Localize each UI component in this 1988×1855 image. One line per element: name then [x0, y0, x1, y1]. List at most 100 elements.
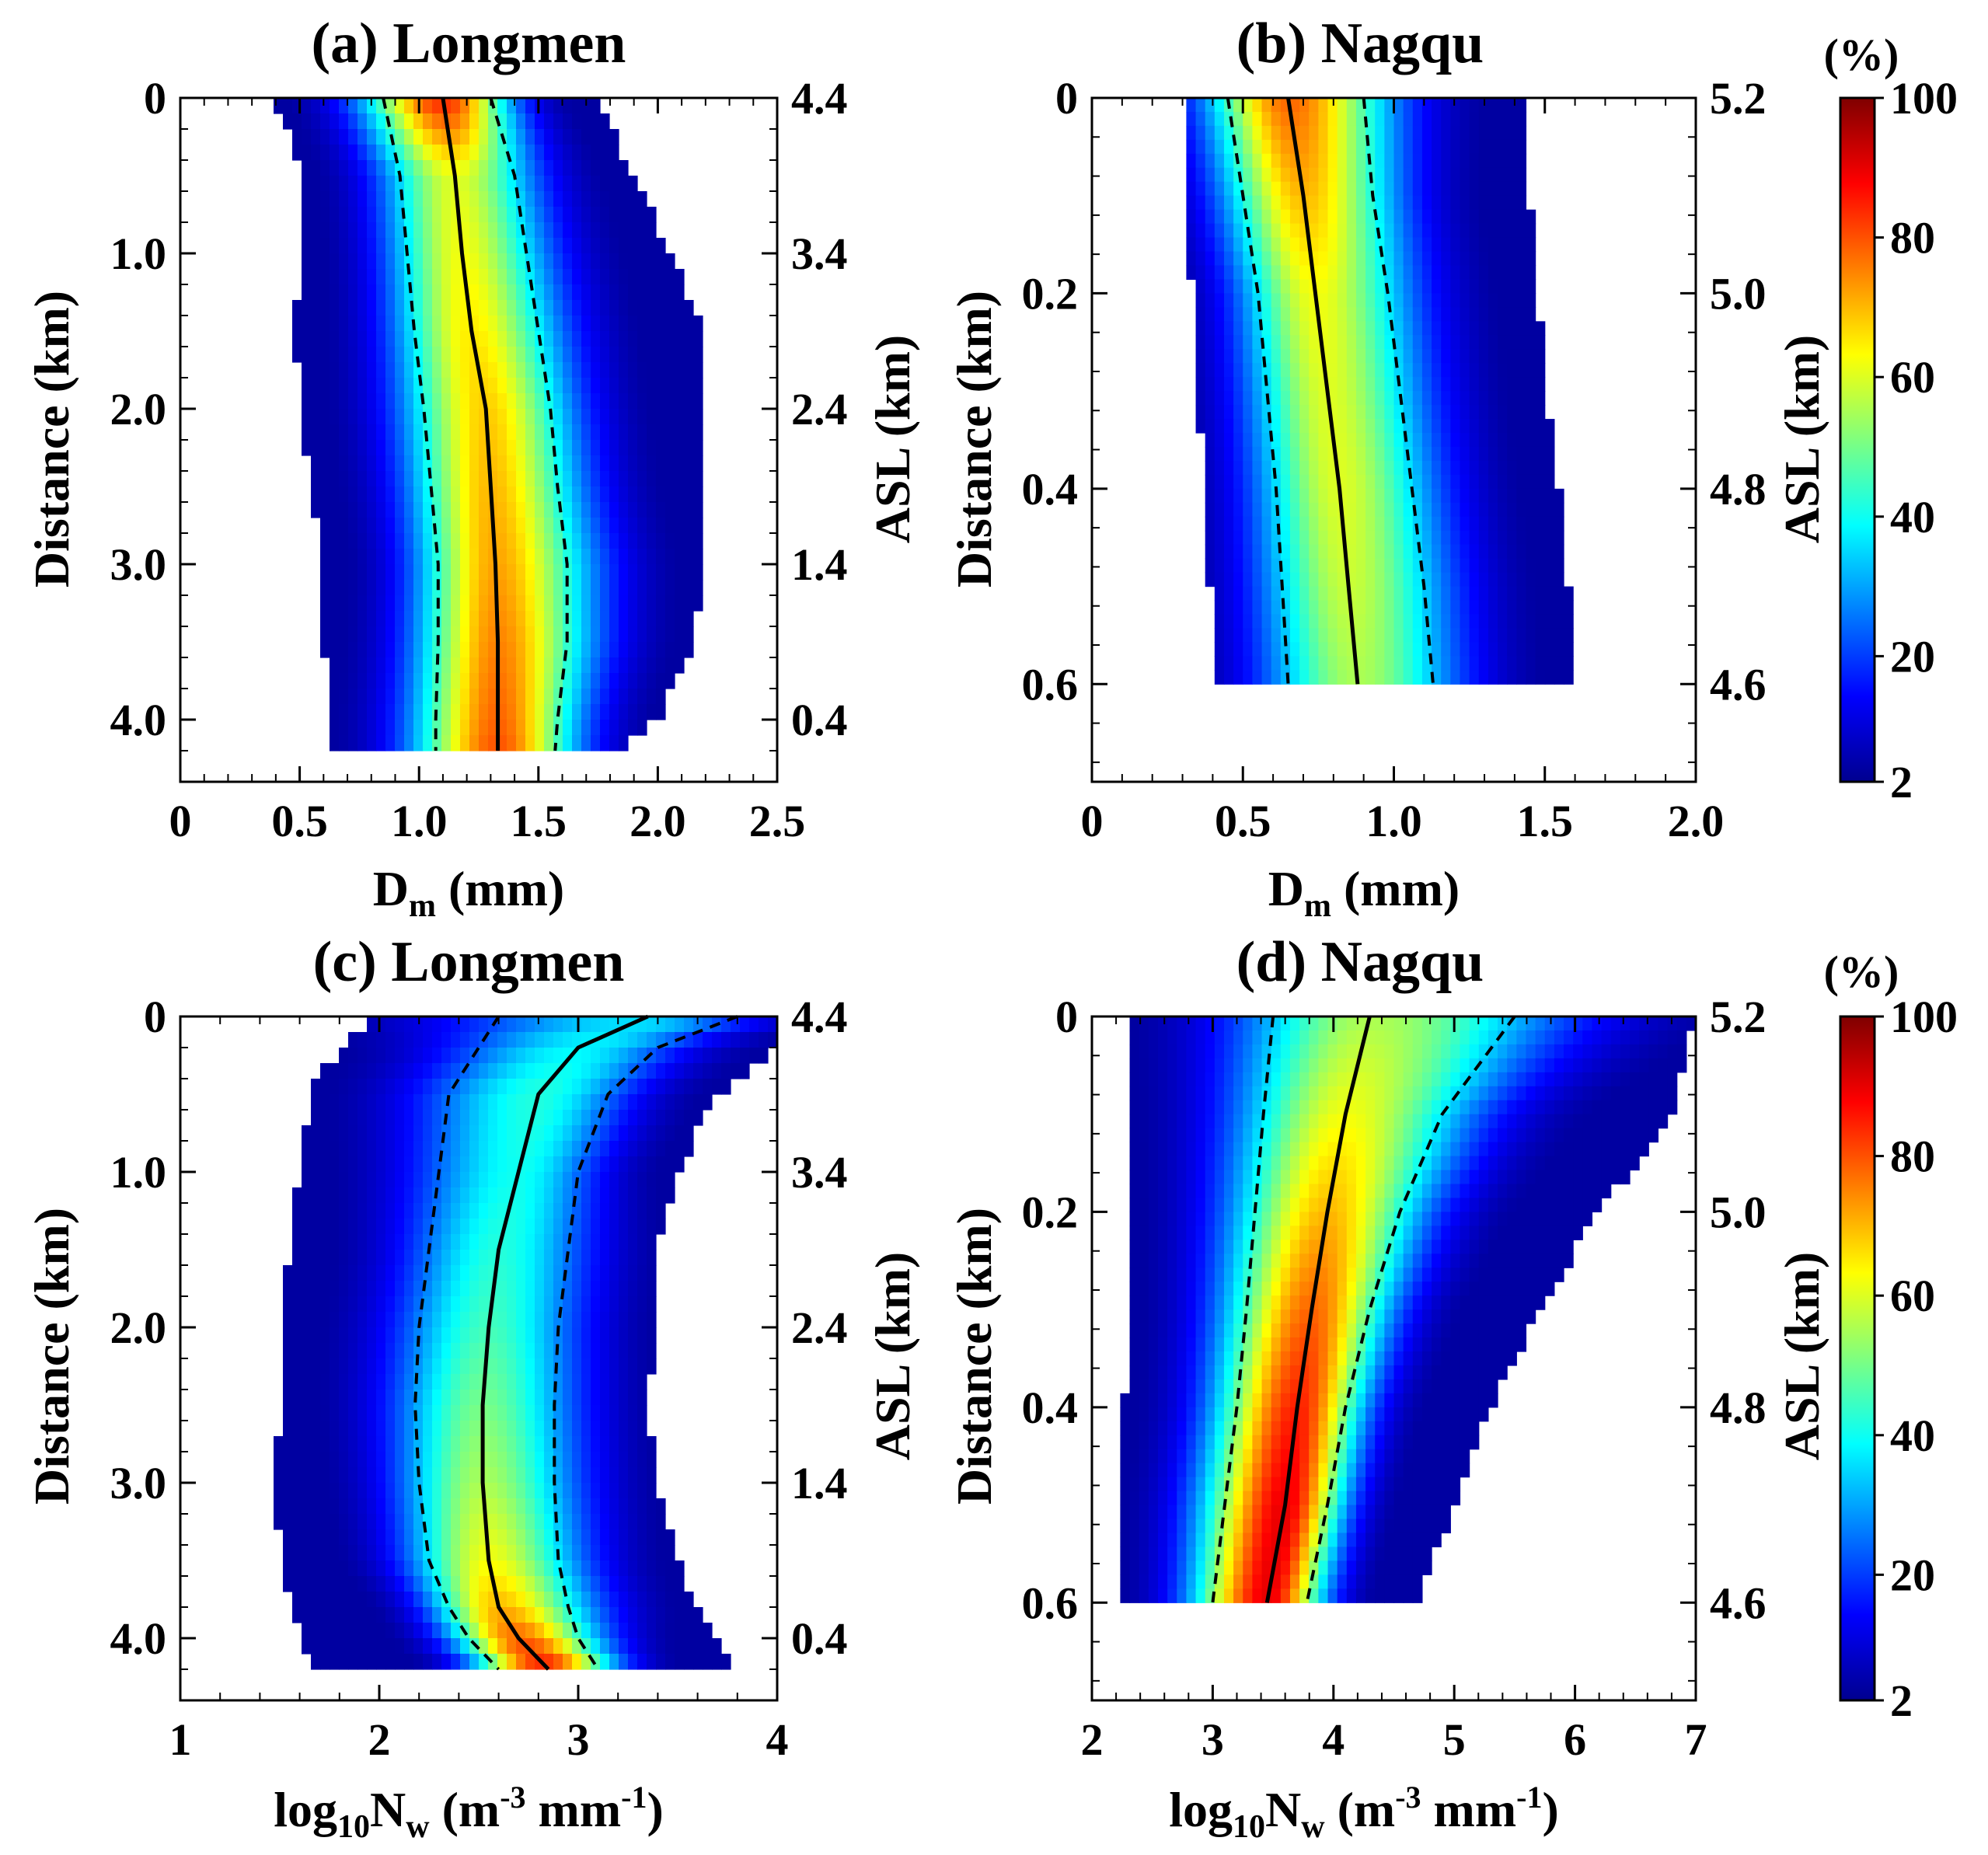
heatmap-cell [1498, 321, 1508, 336]
heatmap-cell [1421, 167, 1432, 183]
heatmap-cell [1460, 391, 1470, 406]
heatmap-cell [497, 720, 507, 736]
heatmap-cell [1252, 586, 1263, 601]
heatmap-cell [339, 1312, 349, 1328]
heatmap-cell [320, 1545, 330, 1561]
heatmap-cell [544, 1296, 554, 1313]
heatmap-cell [1223, 488, 1234, 504]
heatmap-cell [404, 704, 414, 720]
heatmap-cell [320, 1390, 330, 1406]
heatmap-cell [339, 689, 349, 705]
heatmap-cell [1412, 265, 1423, 281]
heatmap-cell [460, 611, 470, 627]
heatmap-cell [348, 1343, 358, 1359]
heatmap-cell [572, 1390, 582, 1406]
heatmap-cell [395, 595, 405, 612]
heatmap-cell [516, 1421, 526, 1437]
heatmap-cell [367, 145, 377, 161]
heatmap-cell [330, 409, 340, 425]
heatmap-cell [311, 1250, 321, 1266]
heatmap-cell [357, 1187, 368, 1204]
heatmap-cell [1412, 656, 1423, 671]
heatmap-cell [469, 486, 480, 503]
heatmap-cell [675, 1094, 685, 1111]
y-tick-label: 0.4 [1022, 464, 1079, 514]
heatmap-cell [1450, 209, 1461, 225]
heatmap-cell [609, 518, 619, 534]
heatmap-cell [1261, 153, 1272, 169]
heatmap-cell [1469, 265, 1480, 281]
heatmap-cell [1355, 586, 1366, 601]
heatmap-cell [1327, 153, 1338, 169]
heatmap-cell [311, 1327, 321, 1344]
heatmap-cell [460, 1390, 470, 1406]
heatmap-cell [1460, 167, 1470, 183]
x-tick-label: 2.0 [630, 796, 686, 846]
heatmap-cell [479, 1063, 489, 1079]
heatmap-cell [507, 1219, 517, 1235]
heatmap-cell [535, 238, 545, 254]
heatmap-cell [656, 518, 666, 534]
heatmap-cell [1280, 446, 1291, 462]
heatmap-cell [581, 642, 591, 658]
heatmap-cell [619, 191, 629, 207]
heatmap-cell [1412, 209, 1423, 225]
heatmap-cell [1289, 656, 1300, 671]
heatmap-cell [1346, 433, 1357, 448]
heatmap-cell [451, 300, 461, 316]
heatmap-cell [367, 1187, 377, 1204]
heatmap-cell [488, 347, 498, 363]
heatmap-cell [1488, 572, 1498, 588]
heatmap-cell [1384, 251, 1395, 267]
heatmap-cell [619, 393, 629, 410]
heatmap-cell [525, 533, 535, 549]
heatmap-cell [423, 1234, 433, 1250]
heatmap-cell [1309, 419, 1319, 434]
heatmap-cell [572, 331, 582, 347]
heatmap-cell [609, 455, 619, 472]
heatmap-cell [404, 1545, 414, 1561]
heatmap-cell [460, 176, 470, 192]
heatmap-cell [1421, 307, 1432, 322]
heatmap-cell [357, 1343, 368, 1359]
heatmap-cell [292, 1187, 302, 1204]
heatmap-cell [1355, 265, 1366, 281]
heatmap-cell [339, 1187, 349, 1204]
heatmap-cell [413, 502, 424, 518]
heatmap-cell [441, 1436, 452, 1452]
heatmap-cell [535, 1529, 545, 1546]
heatmap-cell [339, 253, 349, 270]
heatmap-cell [647, 378, 657, 394]
heatmap-cell [1403, 265, 1414, 281]
heatmap-cell [665, 486, 675, 503]
heatmap-cell [1478, 321, 1489, 336]
heatmap-cell [1365, 516, 1376, 532]
heatmap-cell [1393, 656, 1404, 671]
heatmap-cell [497, 207, 507, 223]
heatmap-cell [572, 362, 582, 378]
heatmap-cell [507, 207, 517, 223]
heatmap-cell [404, 580, 414, 596]
heatmap-cell [451, 642, 461, 658]
heatmap-cell [581, 1436, 591, 1452]
heatmap-cell [488, 704, 498, 720]
heatmap-cell [628, 393, 638, 410]
heatmap-cell [749, 1048, 759, 1064]
heatmap-cell [348, 316, 358, 332]
heatmap-cell [1299, 265, 1310, 281]
heatmap-cell [1309, 153, 1319, 169]
heatmap-cell [302, 1405, 312, 1421]
heatmap-cell [1252, 349, 1263, 364]
heatmap-cell [544, 518, 554, 534]
heatmap-cell [1488, 153, 1498, 169]
heatmap-cell [535, 580, 545, 596]
heatmap-cell [413, 1172, 424, 1188]
heatmap-cell [563, 300, 573, 316]
heatmap-cell [1412, 572, 1423, 588]
heatmap-cell [469, 1312, 480, 1328]
heatmap-cell [404, 98, 414, 114]
heatmap-cell [451, 1125, 461, 1142]
heatmap-cell [609, 1281, 619, 1297]
heatmap-cell [1421, 433, 1432, 448]
heatmap-cell [348, 1032, 358, 1048]
